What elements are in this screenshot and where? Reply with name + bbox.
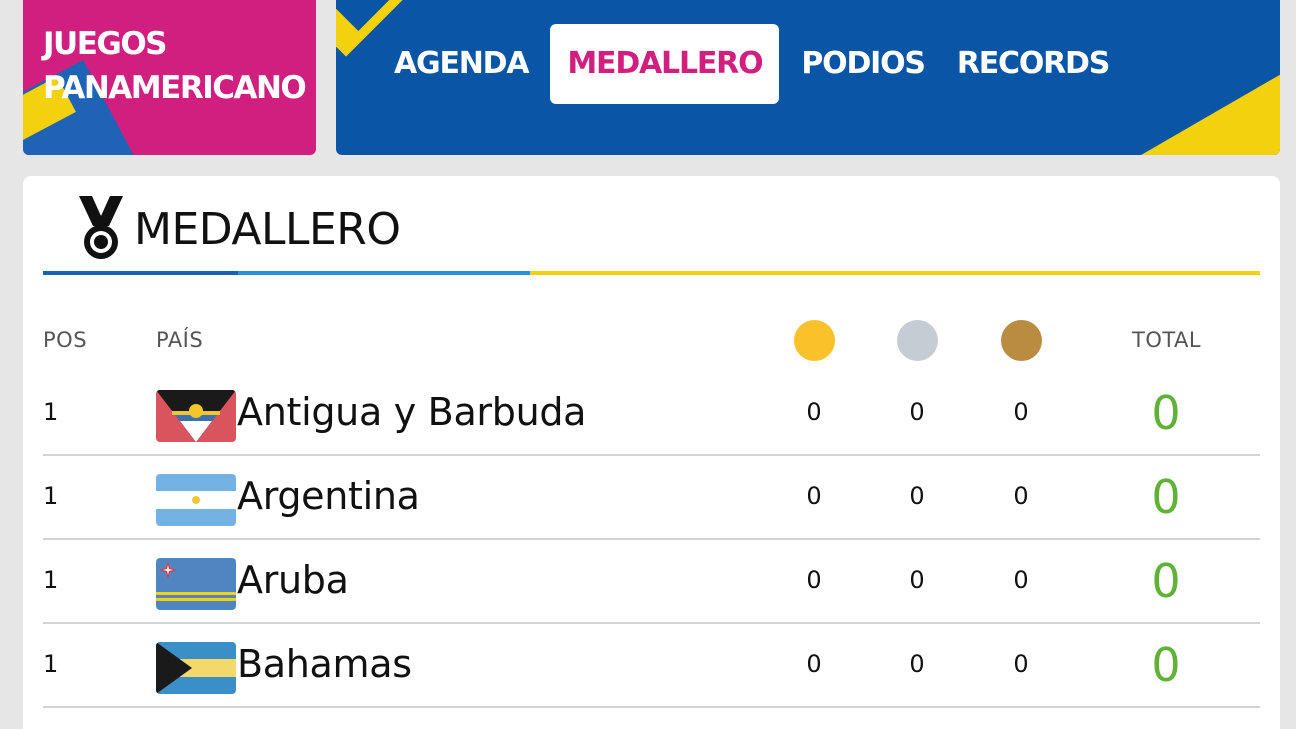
medal-table: POS PAÍS TOTAL 1 Antigua y Barbuda [43, 310, 1260, 708]
argentina-flag-icon [156, 474, 236, 526]
table-row[interactable]: 1 Antigua y Barbuda 0 0 0 0 [43, 372, 1260, 456]
total-count: 0 [1151, 386, 1181, 440]
nav-decoration [1112, 56, 1280, 155]
total-count: 0 [1151, 470, 1181, 524]
aruba-flag-icon [156, 558, 236, 610]
country-name[interactable]: Aruba [237, 558, 349, 602]
country-name[interactable]: Bahamas [237, 642, 412, 686]
gold-medal-icon [794, 320, 835, 361]
row-position: 1 [43, 566, 59, 594]
total-count: 0 [1151, 554, 1181, 608]
brand-logo[interactable]: JUEGOS PANAMERICANO [23, 0, 316, 155]
table-row[interactable]: 1 Aruba 0 0 0 0 [43, 540, 1260, 624]
silver-count: 0 [909, 650, 925, 678]
table-row[interactable]: 1 Argentina 0 0 0 0 [43, 456, 1260, 540]
bronze-count: 0 [1013, 482, 1029, 510]
gold-count: 0 [806, 566, 822, 594]
country-name[interactable]: Antigua y Barbuda [237, 390, 587, 434]
column-header-country: PAÍS [156, 328, 204, 352]
page-title: MEDALLERO [134, 204, 401, 255]
medal-icon [79, 196, 123, 259]
tab-podios[interactable]: PODIOS [801, 46, 926, 81]
main-nav: AGENDA MEDALLERO PODIOS RECORDS [336, 0, 1280, 155]
brand-title: JUEGOS PANAMERICANO [43, 26, 307, 106]
bronze-medal-icon [1001, 320, 1042, 361]
bahamas-flag-icon [156, 642, 236, 694]
panel-header: MEDALLERO [43, 176, 1260, 276]
total-count: 0 [1151, 638, 1181, 692]
silver-count: 0 [909, 566, 925, 594]
nav-tabs: AGENDA MEDALLERO PODIOS RECORDS [384, 24, 1131, 104]
tab-agenda[interactable]: AGENDA [394, 46, 530, 81]
gold-count: 0 [806, 650, 822, 678]
row-position: 1 [43, 650, 59, 678]
tab-medallero[interactable]: MEDALLERO [550, 24, 780, 104]
column-header-total: TOTAL [1132, 328, 1202, 352]
antigua-barbuda-flag-icon [156, 390, 236, 442]
row-position: 1 [43, 482, 59, 510]
column-header-pos: POS [43, 328, 88, 352]
gold-count: 0 [806, 482, 822, 510]
medal-table-panel: MEDALLERO POS PAÍS TOTAL 1 [23, 176, 1280, 729]
table-header: POS PAÍS TOTAL [43, 310, 1260, 372]
title-underline [43, 271, 1260, 275]
bronze-count: 0 [1013, 398, 1029, 426]
table-row[interactable]: 1 Bahamas 0 0 0 0 [43, 624, 1260, 708]
country-name[interactable]: Argentina [237, 474, 420, 518]
row-position: 1 [43, 398, 59, 426]
gold-count: 0 [806, 398, 822, 426]
bronze-count: 0 [1013, 650, 1029, 678]
silver-count: 0 [909, 482, 925, 510]
silver-medal-icon [897, 320, 938, 361]
tab-records[interactable]: RECORDS [956, 46, 1111, 81]
silver-count: 0 [909, 398, 925, 426]
bronze-count: 0 [1013, 566, 1029, 594]
